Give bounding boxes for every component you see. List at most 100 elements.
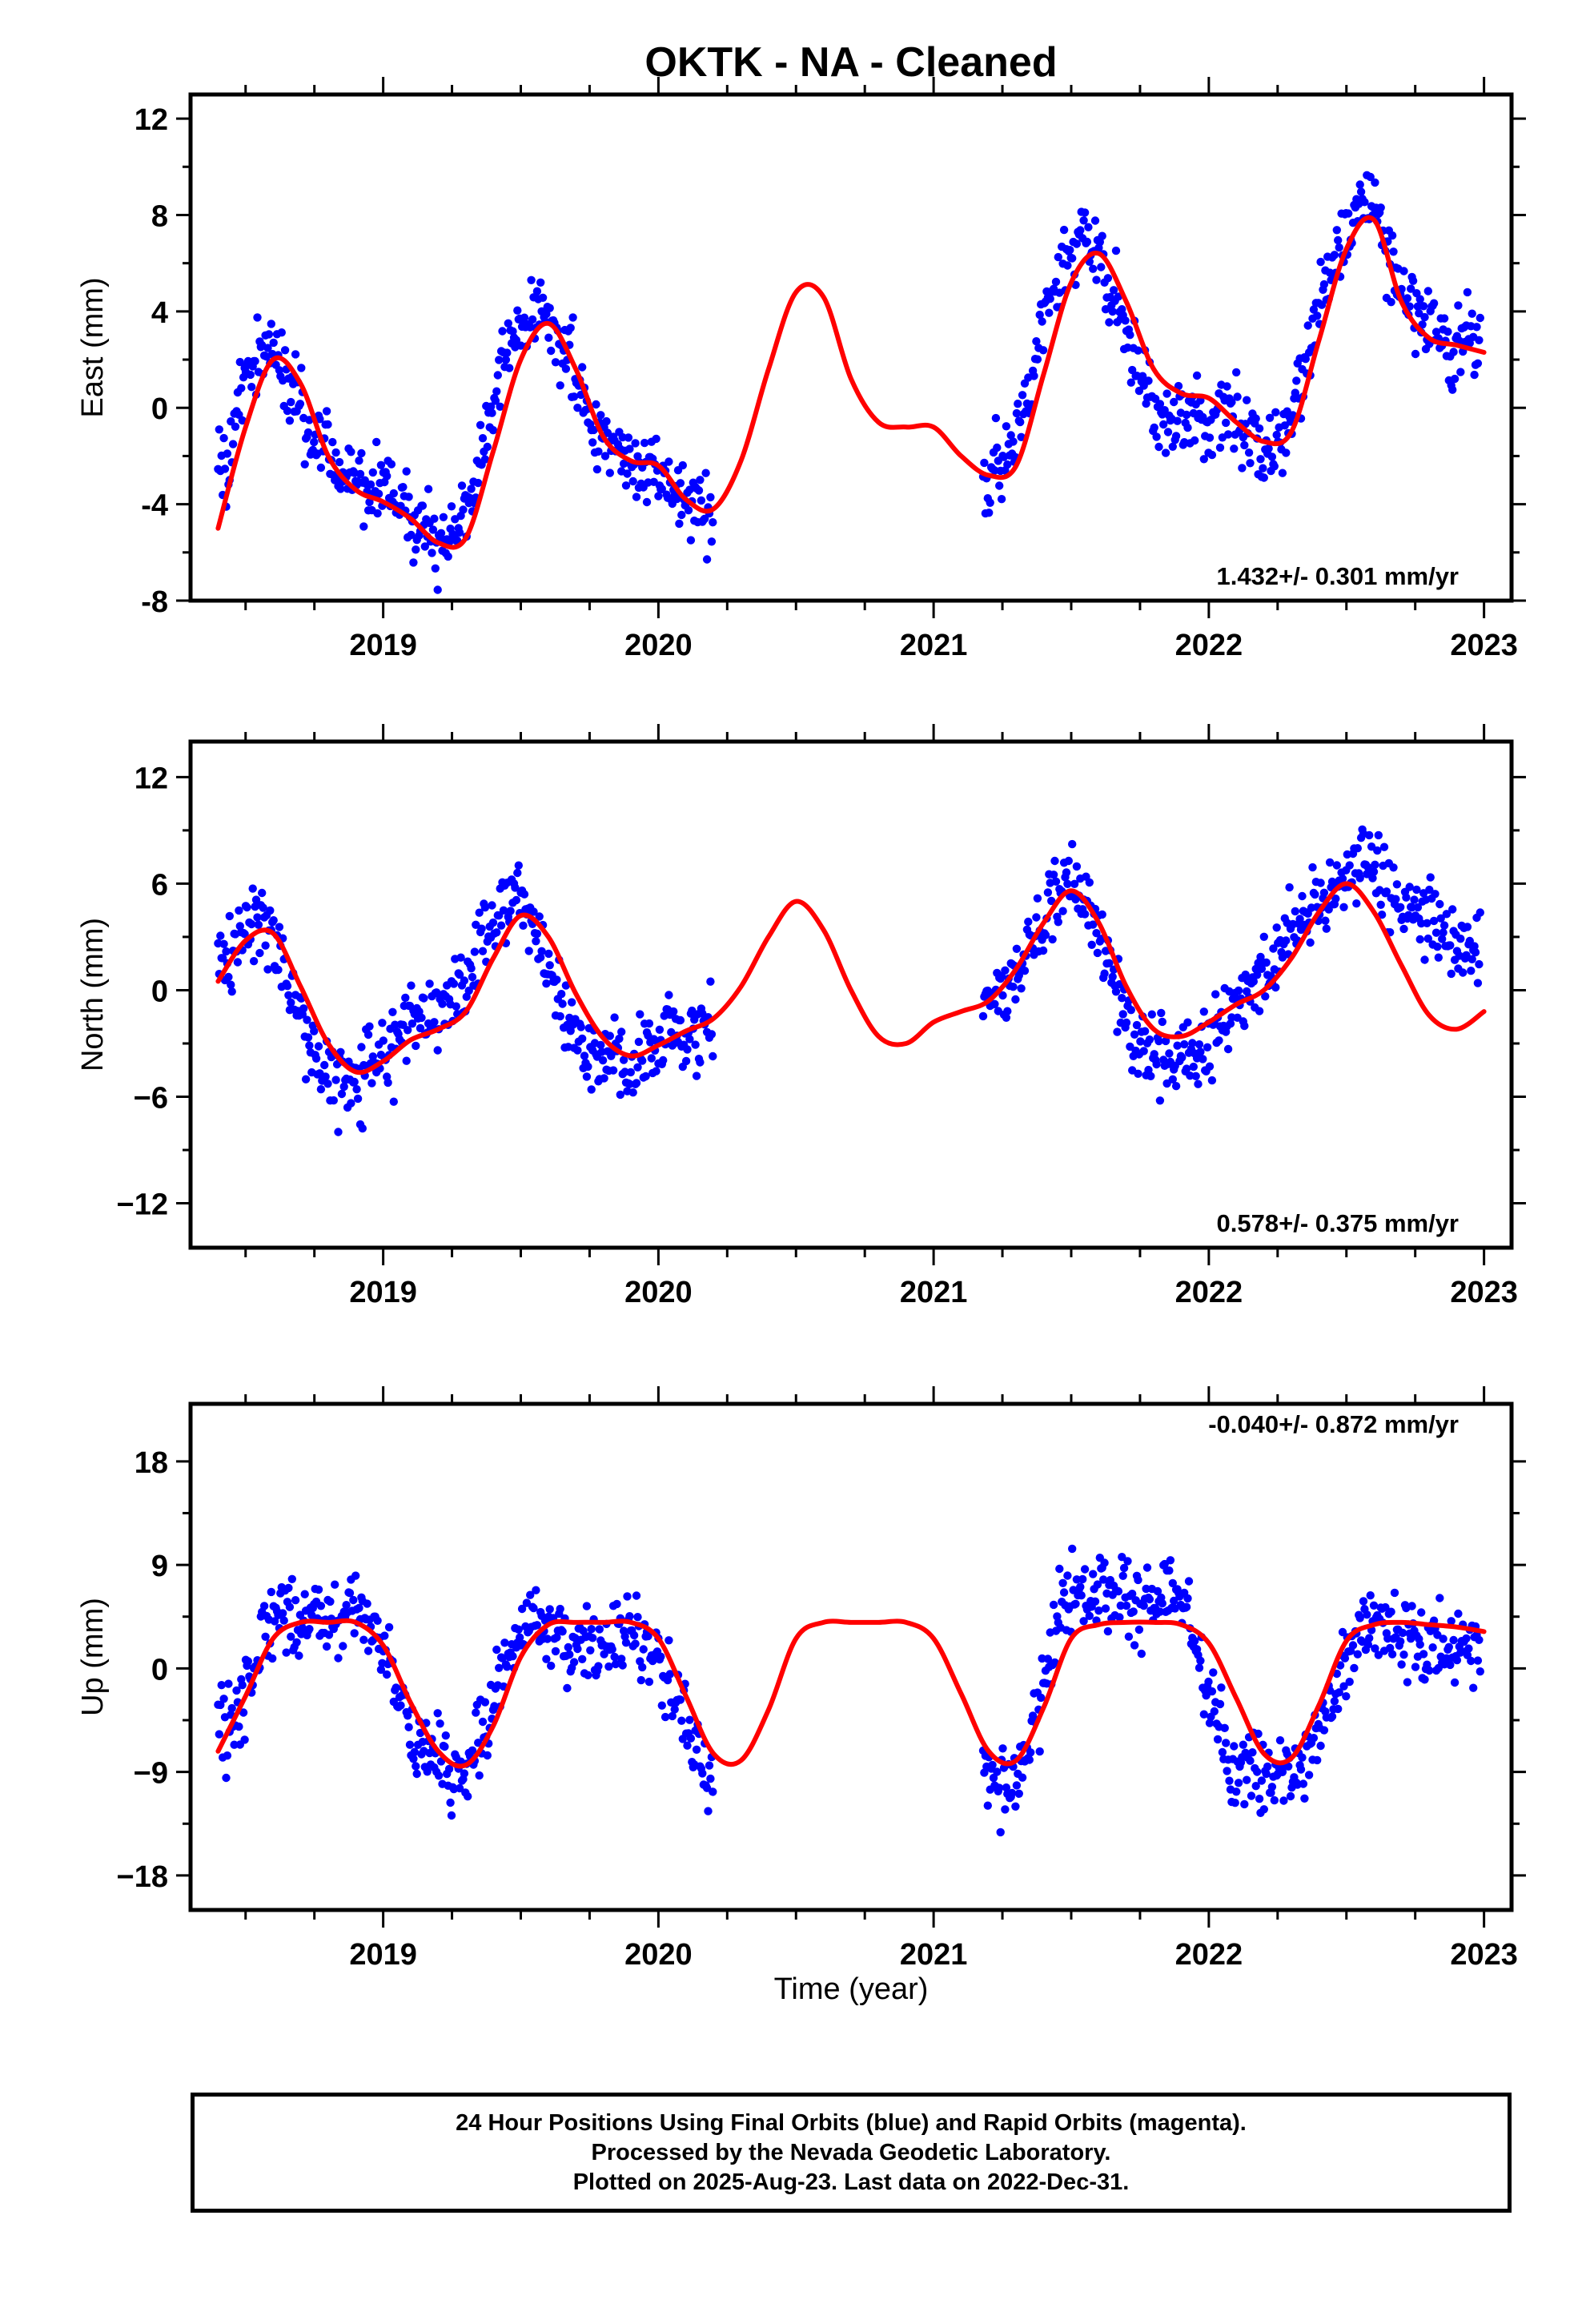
data-point	[654, 492, 663, 501]
data-point	[1246, 459, 1255, 468]
data-point	[1089, 1570, 1098, 1578]
data-point	[417, 1013, 426, 1023]
data-point	[1473, 1656, 1483, 1665]
data-point	[1454, 301, 1463, 310]
data-point	[412, 1769, 421, 1779]
data-point	[376, 1665, 386, 1675]
data-point	[355, 1603, 363, 1613]
data-point	[280, 346, 290, 355]
data-point	[269, 916, 278, 925]
data-point	[1059, 225, 1069, 235]
data-point	[1232, 368, 1241, 377]
data-point	[1371, 860, 1379, 870]
data-point	[1166, 1556, 1175, 1565]
data-point	[447, 1811, 456, 1820]
data-point	[633, 1613, 642, 1622]
data-point	[1215, 443, 1225, 452]
data-point	[993, 1767, 1002, 1776]
data-point	[225, 911, 234, 921]
data-point	[223, 449, 232, 458]
data-point	[698, 1769, 707, 1778]
data-point	[582, 1602, 592, 1610]
data-point	[1072, 862, 1082, 871]
data-point	[1240, 1021, 1249, 1031]
data-point	[1303, 321, 1312, 330]
data-point	[1253, 1767, 1262, 1776]
data-point	[1207, 1076, 1217, 1085]
x-tick-label: 2021	[900, 629, 968, 662]
data-point	[467, 964, 476, 973]
y-tick-label: 0	[151, 392, 168, 426]
data-point	[1134, 1625, 1144, 1634]
data-point	[1376, 900, 1385, 910]
data-point	[1111, 987, 1121, 996]
data-point	[1205, 1062, 1215, 1071]
data-point	[472, 1708, 480, 1717]
data-point	[1059, 1588, 1069, 1597]
data-point	[1070, 879, 1079, 889]
data-point	[1423, 287, 1433, 296]
data-point	[1173, 1041, 1182, 1050]
data-point	[1099, 1575, 1108, 1584]
data-point	[519, 921, 528, 931]
data-point	[404, 1711, 412, 1720]
data-point	[1447, 1617, 1456, 1626]
data-point	[569, 392, 579, 401]
data-point	[1476, 1667, 1485, 1676]
data-point	[1292, 376, 1301, 385]
data-point	[538, 293, 548, 302]
data-point	[683, 1045, 692, 1054]
data-point	[1080, 910, 1090, 919]
data-point	[1147, 1010, 1157, 1019]
data-point	[408, 1019, 417, 1028]
data-point	[355, 469, 365, 479]
data-point	[455, 970, 464, 979]
data-point	[608, 1645, 616, 1654]
data-point	[1389, 863, 1398, 872]
data-point	[1325, 858, 1335, 867]
data-point	[636, 1675, 645, 1685]
data-point	[1126, 1006, 1136, 1015]
x-tick-label: 2021	[900, 1938, 968, 1972]
data-point	[1470, 370, 1479, 380]
data-point	[584, 1671, 592, 1679]
data-point	[598, 1055, 608, 1065]
data-point	[1407, 1602, 1416, 1610]
data-point	[215, 425, 223, 434]
data-point	[423, 1767, 432, 1776]
data-point	[1162, 1079, 1171, 1088]
data-point	[632, 1079, 641, 1088]
data-point	[1217, 1683, 1226, 1692]
data-point	[264, 330, 274, 339]
data-point	[1456, 368, 1465, 376]
data-point	[314, 1585, 323, 1594]
data-point	[623, 469, 632, 478]
data-point	[573, 1046, 582, 1055]
data-point	[380, 1631, 389, 1640]
data-point	[988, 1760, 997, 1770]
data-point	[1423, 919, 1431, 928]
data-point	[1226, 1019, 1235, 1028]
data-point	[315, 415, 324, 424]
data-point	[224, 972, 233, 982]
data-point	[604, 1662, 613, 1671]
data-point	[347, 1099, 355, 1108]
data-point	[359, 522, 368, 531]
data-point	[1115, 1613, 1124, 1622]
data-point	[1435, 1594, 1444, 1602]
data-point	[467, 485, 476, 493]
data-point	[1452, 1655, 1462, 1665]
data-point	[345, 1589, 355, 1598]
data-point	[1355, 874, 1364, 883]
data-point	[665, 991, 673, 999]
data-point	[1377, 911, 1387, 919]
data-point	[1425, 1666, 1434, 1675]
model-fit-line	[215, 881, 1487, 1076]
data-point	[1342, 1692, 1351, 1701]
data-point	[1168, 442, 1178, 451]
data-point	[1232, 1787, 1241, 1796]
data-point	[1390, 1588, 1399, 1598]
data-point	[1374, 830, 1383, 840]
data-point	[1469, 1683, 1478, 1692]
